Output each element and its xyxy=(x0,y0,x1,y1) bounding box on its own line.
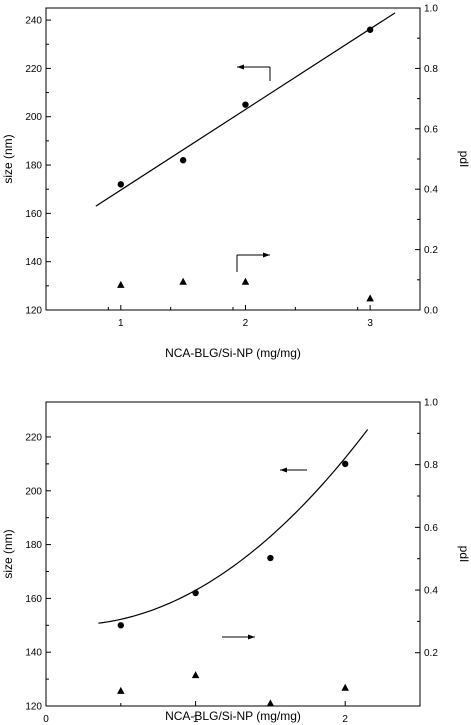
panel2-size-point xyxy=(192,589,199,597)
panel2-ytick-label: 220 xyxy=(25,432,42,443)
panel2-xtick-label: 1 xyxy=(193,714,199,725)
panel2-ytick-label: 160 xyxy=(25,594,42,605)
panel1-xtick-label: 2 xyxy=(243,318,249,329)
panel2-ytick-label: 140 xyxy=(25,648,42,659)
panel1-plot-frame xyxy=(45,7,421,311)
panel1-xaxis-label: NCA-BLG/Si-NP (mg/mg) xyxy=(165,346,301,360)
panel1-size-point xyxy=(117,181,125,188)
panel1-ytick-label: 160 xyxy=(25,209,42,220)
panel2-size-point xyxy=(117,622,125,629)
panel2-arrow-to-right-axis-head xyxy=(248,634,255,640)
panel1-size-point xyxy=(242,101,249,108)
panel1-y2tick-label: 0.4 xyxy=(424,185,438,196)
panel2-chart: 120 140 160 180 200 220 0.2 0.4 0.6 0.8 1.0 0 1 2 NCA-… xyxy=(1,398,471,725)
panel2-y2tick-label: 1.0 xyxy=(424,398,438,409)
panel1-arrow-to-left-axis xyxy=(237,64,271,81)
panel2-y2tick-label: 0.4 xyxy=(424,586,438,597)
panel2-y2axis-label: pdI xyxy=(457,546,471,563)
panel1-ytick-label: 180 xyxy=(25,161,42,172)
panel1-arrow-to-right-axis xyxy=(236,252,270,272)
panel1-xtick-label: 3 xyxy=(367,318,373,329)
panel1-ytick-label: 120 xyxy=(25,306,42,317)
panel1-y2tick-label: 0.2 xyxy=(424,245,438,256)
panel2-pdi-point xyxy=(117,686,125,694)
panel2-ytick-label: 120 xyxy=(25,702,42,713)
panel1-y2tick-label: 0.6 xyxy=(424,124,438,135)
panel1-size-point xyxy=(179,157,187,164)
panel1-ytick-label: 200 xyxy=(25,112,42,123)
panel2-y2tick-label: 0.6 xyxy=(424,523,438,534)
panel1-size-point xyxy=(366,26,374,33)
panel2-yaxis-label: size (nm) xyxy=(1,529,15,578)
panel1-y2tick-label: 0.0 xyxy=(424,306,438,317)
panel1-fit-line xyxy=(95,12,396,207)
panel2-xaxis-label: NCA-BLG/Si-NP (mg/mg) xyxy=(165,709,301,723)
panel2-fit-line xyxy=(98,429,369,624)
panel2-y2tick-label: 0.2 xyxy=(424,648,438,659)
panel2-arrow-to-left-axis xyxy=(280,467,307,473)
panel2-pdi-point xyxy=(266,699,275,707)
panel1-y2tick-label: 0.8 xyxy=(424,64,438,75)
panel1-y2axis-label: pdI xyxy=(457,151,471,168)
panel2-y2tick-label: 0.8 xyxy=(424,460,438,471)
panel1-pdi-point xyxy=(117,280,125,288)
panel2-ytick-label: 180 xyxy=(25,540,42,551)
panel1-ytick-label: 240 xyxy=(25,16,42,27)
panel2-xtick-label: 0 xyxy=(43,714,49,725)
panel1-pdi-point xyxy=(366,294,374,302)
panel2-plot-frame xyxy=(45,401,421,707)
panel1-pdi-point xyxy=(179,277,187,285)
panel1-ytick-label: 220 xyxy=(25,64,42,75)
panel2-arrow-to-left-axis-head xyxy=(280,467,287,473)
panel1-pdi-point xyxy=(241,277,250,285)
panel1-y2tick-label: 1.0 xyxy=(424,4,438,15)
panel1-arrow-to-right-axis-head xyxy=(263,252,270,258)
panel2-xtick-label: 2 xyxy=(342,714,348,725)
panel2-pdi-point xyxy=(341,683,349,691)
panel1-yaxis-label: size (nm) xyxy=(1,134,15,183)
panel2-arrow-to-right-axis xyxy=(222,634,255,640)
panel2-ytick-label: 200 xyxy=(25,486,42,497)
panel2-size-point xyxy=(267,554,274,562)
panel1-xtick-label: 1 xyxy=(118,318,124,329)
panel2-size-point xyxy=(342,460,349,468)
panel1-ytick-label: 140 xyxy=(25,257,42,268)
panel1-arrow-to-left-axis-head xyxy=(237,64,244,70)
panel1-chart: 120 140 160 180 200 220 240 0.0 0.2 0.4 0.6 0.8 1.0 1… xyxy=(1,4,471,361)
panel2-pdi-point xyxy=(191,671,200,679)
